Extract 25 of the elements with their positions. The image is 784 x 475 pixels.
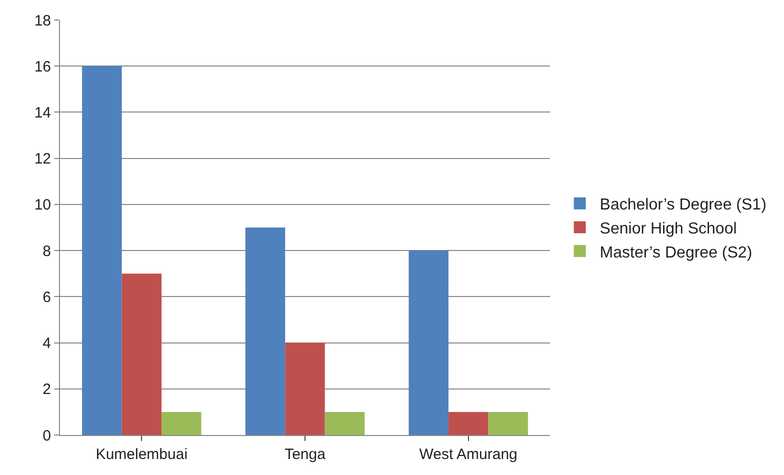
bar	[122, 274, 162, 435]
y-tick-label: 6	[42, 288, 51, 306]
y-tick-label: 10	[34, 196, 51, 214]
x-tick-label: Tenga	[284, 446, 326, 463]
y-tick-label: 2	[42, 381, 51, 398]
bar	[324, 412, 365, 435]
legend-label: Senior High School	[600, 220, 737, 238]
y-tick-label: 0	[42, 427, 51, 444]
x-tick-label: Kumelembuai	[96, 446, 188, 463]
legend-label: Master’s Degree (S2)	[600, 244, 752, 262]
bar	[408, 250, 448, 435]
bar	[82, 66, 122, 435]
y-tick-label: 14	[34, 104, 51, 122]
y-tick-label: 16	[34, 58, 51, 76]
bar	[488, 412, 528, 435]
y-tick-label: 18	[34, 12, 51, 30]
y-tick-label: 8	[42, 242, 51, 260]
x-tick-label: West Amurang	[419, 446, 518, 463]
y-tick-label: 12	[34, 150, 51, 168]
bar	[285, 342, 325, 435]
legend-label: Bachelor’s Degree (S1)	[600, 196, 766, 214]
bar	[448, 412, 488, 435]
bar	[245, 228, 286, 435]
bar	[162, 412, 202, 435]
y-tick-label: 4	[42, 335, 51, 352]
